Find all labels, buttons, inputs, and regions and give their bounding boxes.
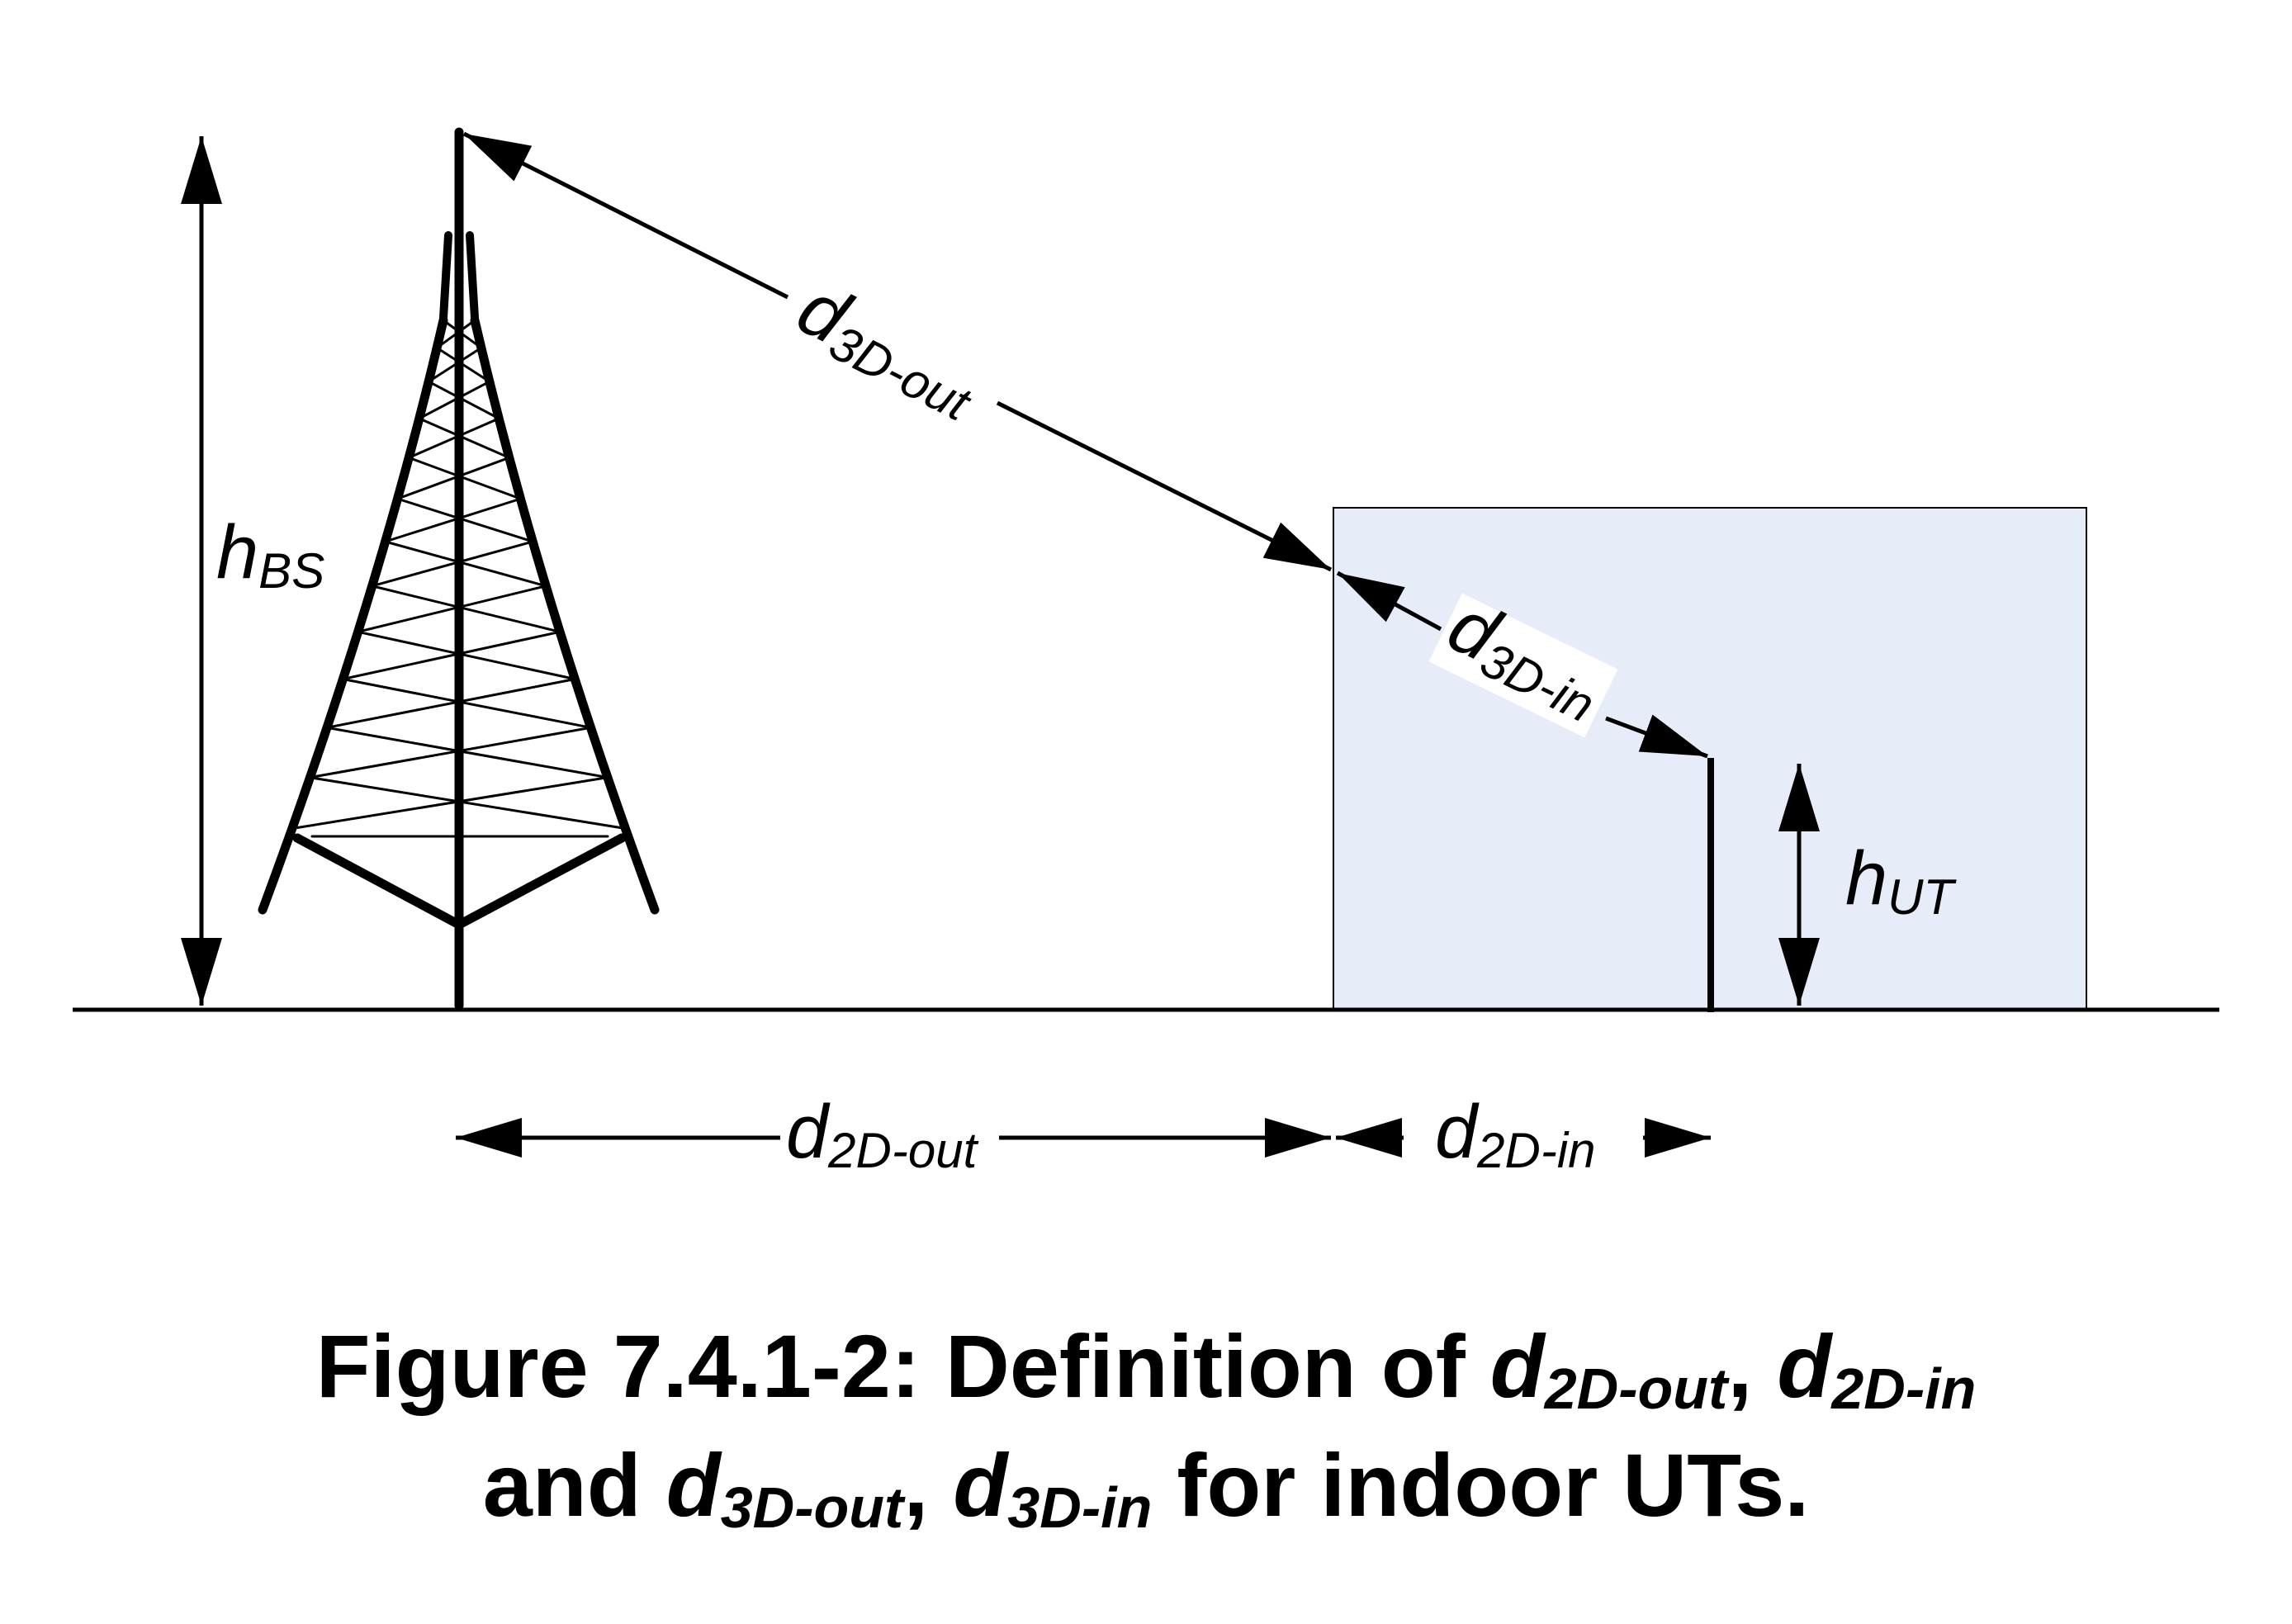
tower-brace [384,540,547,588]
d3d-out-arrow-b [996,400,1333,572]
tower-brace [341,630,561,680]
d3d-in-label-box [1428,593,1618,738]
tower-brace [309,726,592,779]
tower-brace [418,417,511,459]
tower-brace [435,319,476,349]
d2d-in-label: d2D-in [1435,1090,1596,1178]
tower-brace [309,776,627,831]
tower-brace [418,380,491,420]
tower-brace [427,380,500,420]
tower-brace [435,346,491,383]
h-ut-label: hUT [1845,836,1958,925]
tower-brace [371,540,534,588]
caption-line-2: and d3D-out, d3D-in for indoor UTs. [483,1435,1810,1540]
tower-brace [384,497,522,543]
d3d-in-arrow [1336,571,1442,632]
tower [258,127,660,1011]
tower-brace [442,319,483,349]
d3d-in-arrow-b [1605,714,1708,759]
d2d-out-label: d2D-out [786,1090,979,1178]
tower-brace [371,585,561,633]
tower-brace [291,776,609,831]
d3d-out-label: d3D-out [784,266,996,432]
tower-brace [341,677,592,729]
tower-brace [407,456,522,500]
tower-brace [325,677,576,729]
h-bs-label: hBS [216,510,324,599]
tower-brace [427,346,483,383]
tower-brace [407,417,500,459]
tower-brace [395,497,534,543]
caption-line-1: Figure 7.4.1-2: Definition of d2D-out, d… [316,1316,1977,1421]
tower-brace [357,630,576,680]
tower-brace [325,726,609,779]
tower-brace [395,456,511,500]
d3d-out-arrow [462,131,789,300]
tower-brace [357,585,547,633]
